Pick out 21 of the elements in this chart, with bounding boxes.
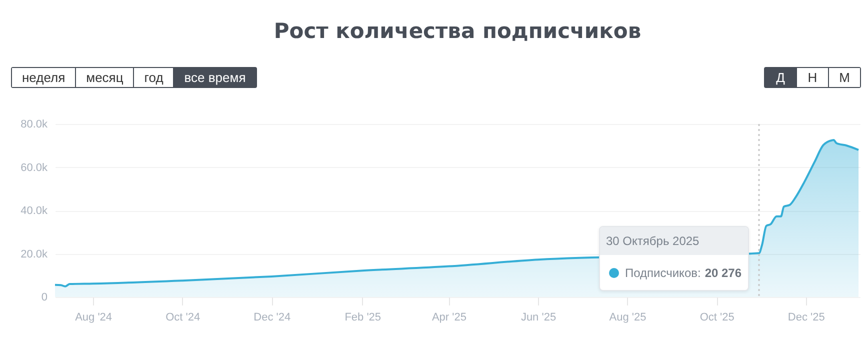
- x-tick-label: Aug '25: [609, 312, 646, 324]
- tooltip-box: 30 Октябрь 2025 Подписчиков: 20 276: [599, 226, 749, 291]
- x-tick-label: Jun '25: [520, 312, 556, 324]
- x-tick-label: Feb '25: [344, 312, 382, 324]
- x-tick-label: Dec '24: [254, 312, 291, 324]
- chart-title: Рост количества подписчиков: [274, 19, 642, 43]
- y-tick-label: 0: [41, 292, 48, 304]
- x-tick-label: Oct '24: [166, 312, 200, 324]
- x-tick-label: Dec '25: [788, 312, 825, 324]
- time-range-buttons: неделя месяц год все время: [11, 67, 257, 88]
- annotation: 30 Октябрь 2025: [600, 227, 748, 255]
- y-tick-label: 20.0k: [20, 248, 48, 260]
- y-tick-label: 40.0k: [20, 205, 48, 217]
- legend-label: Подписчиков:: [625, 266, 701, 280]
- y-tick-label: 60.0k: [20, 162, 48, 174]
- annotation: 20 276: [704, 266, 742, 280]
- x-tick-label: Apr '25: [432, 312, 466, 324]
- x-tick-label: Oct '25: [700, 312, 734, 324]
- y-tick-label: 80.0k: [20, 118, 48, 130]
- time-range-buttons: Д Н М: [764, 67, 861, 88]
- x-tick-label: Aug '24: [75, 312, 112, 324]
